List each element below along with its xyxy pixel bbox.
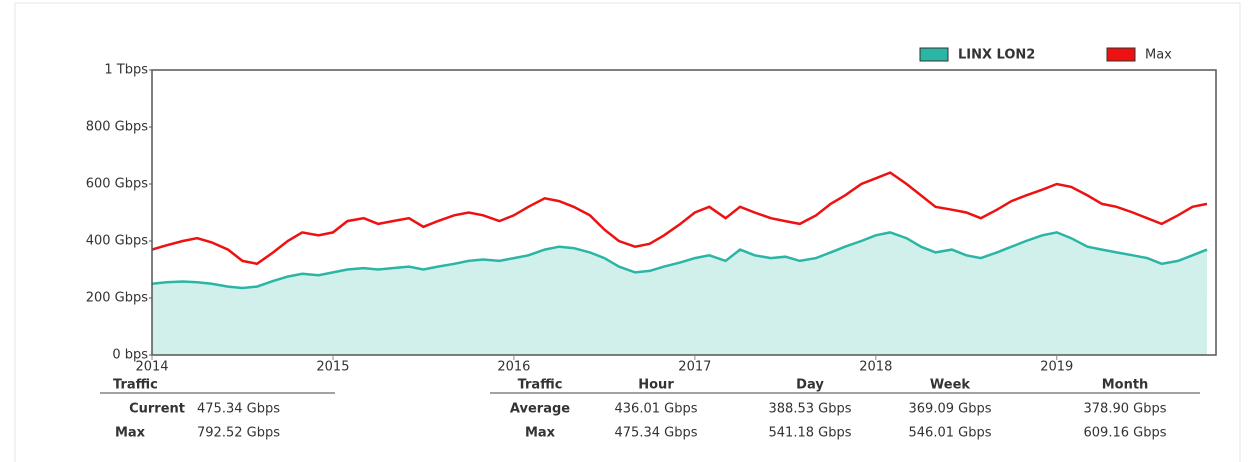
table-cell: 369.09 Gbps — [909, 402, 992, 417]
table-header: Month — [1102, 378, 1149, 393]
series-line — [151, 231, 1208, 290]
y-tick-label: 0 bps — [112, 348, 148, 363]
legend-swatch — [1106, 47, 1136, 62]
y-tick-label: 800 Gbps — [86, 120, 149, 135]
legend-label: Max — [1145, 48, 1172, 63]
table-cell: 378.90 Gbps — [1084, 402, 1167, 417]
y-tick-label: 600 Gbps — [86, 177, 149, 192]
table-cell: 436.01 Gbps — [615, 402, 698, 417]
table-cell: 546.01 Gbps — [909, 426, 992, 441]
table-cell: 475.34 Gbps — [197, 402, 280, 417]
table-cell: 388.53 Gbps — [769, 402, 852, 417]
x-tick-label: 2017 — [678, 360, 711, 375]
x-tick-label: 2016 — [497, 360, 530, 375]
x-tick-label: 2019 — [1040, 360, 1073, 375]
legend-label: LINX LON2 — [958, 48, 1035, 63]
x-tick-label: 2015 — [316, 360, 349, 375]
table-cell: Max — [525, 426, 556, 441]
area — [152, 232, 1207, 355]
panel — [14, 2, 1241, 462]
table-cell: Max — [115, 426, 146, 441]
table-header: Day — [796, 378, 824, 393]
table-cell: Average — [510, 402, 570, 417]
table-cell: 609.16 Gbps — [1084, 426, 1167, 441]
y-tick-label: 200 Gbps — [86, 291, 149, 306]
x-tick-label: 2018 — [859, 360, 892, 375]
table-cell: 475.34 Gbps — [615, 426, 698, 441]
y-tick-label: 400 Gbps — [86, 234, 149, 249]
table-header: Week — [930, 378, 971, 393]
plot-frame — [151, 69, 1217, 356]
table-header: Traffic — [113, 378, 158, 393]
series-line — [151, 171, 1208, 266]
table-header: Hour — [638, 378, 674, 393]
table-header: Traffic — [518, 378, 563, 393]
x-tick-label: 2014 — [135, 360, 168, 375]
table-cell: 541.18 Gbps — [769, 426, 852, 441]
y-tick-label: 1 Tbps — [104, 63, 148, 78]
table-cell: Current — [129, 402, 185, 417]
table-cell: 792.52 Gbps — [197, 426, 280, 441]
legend-swatch — [919, 47, 949, 62]
